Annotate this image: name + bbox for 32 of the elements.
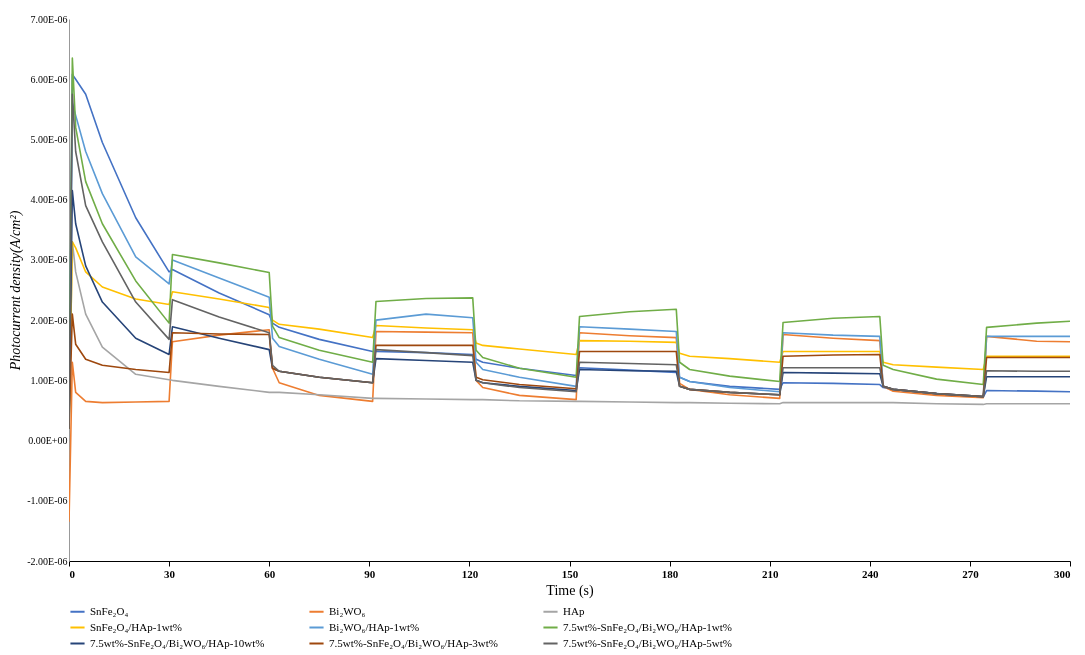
legend-label: 7.5wt%-SnFe₂O₄/Bi₂WO₆/HAp-10wt% <box>90 636 265 649</box>
x-tick-label: 270 <box>962 567 980 580</box>
y-axis-title: Photocurrent density(A/cm²) <box>8 210 25 372</box>
x-tick-label: 210 <box>761 567 779 580</box>
y-tick-label: 4.00E-06 <box>30 194 68 206</box>
x-tick-label: 0 <box>69 567 76 580</box>
y-tick-label: 5.00E-06 <box>30 133 68 145</box>
x-axis-title: Time (s) <box>546 582 594 599</box>
y-tick-label: 6.00E-06 <box>30 73 68 85</box>
x-tick-label: 240 <box>862 567 880 580</box>
y-tick-label: 7.00E-06 <box>30 13 68 25</box>
x-tick-label: 30 <box>164 567 176 580</box>
y-tick-label: 1.00E-06 <box>30 374 68 386</box>
y-tick-label: 0.00E+00 <box>28 435 68 447</box>
legend-label: 7.5wt%-SnFe₂O₄/Bi₂WO₆/HAp-1wt% <box>563 620 733 633</box>
x-tick-label: 120 <box>461 567 479 580</box>
x-tick-label: 60 <box>264 567 276 580</box>
legend-label: Bi₂WO₆/HAp-1wt% <box>329 620 420 633</box>
y-tick-label: 2.00E-06 <box>30 314 68 326</box>
x-tick-label: 300 <box>1054 567 1071 580</box>
legend-label: Bi₂WO₆ <box>329 604 366 617</box>
legend-label: 7.5wt%-SnFe₂O₄/Bi₂WO₆/HAp-5wt% <box>563 636 733 649</box>
legend-label: 7.5wt%-SnFe₂O₄/Bi₂WO₆/HAp-3wt% <box>329 636 499 649</box>
y-tick-label: -1.00E-06 <box>27 495 68 507</box>
legend-label: HAp <box>563 604 585 617</box>
x-tick-label: 150 <box>561 567 579 580</box>
x-tick-label: 90 <box>364 567 376 580</box>
y-tick-label: 3.00E-06 <box>30 254 68 266</box>
legend-label: SnFe₂O₄ <box>90 604 129 617</box>
y-tick-label: -2.00E-06 <box>27 555 68 567</box>
x-tick-label: 180 <box>661 567 679 580</box>
legend-label: SnFe₂O₄/HAp-1wt% <box>90 620 183 633</box>
